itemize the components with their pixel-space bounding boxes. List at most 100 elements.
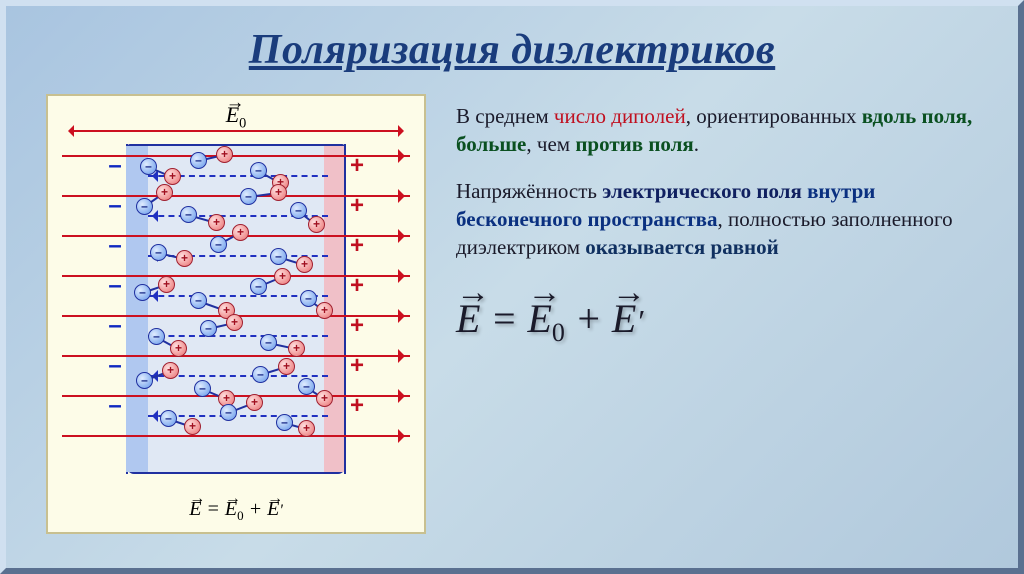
- hl-electric-field: электрического поля: [602, 179, 802, 203]
- negative-charge: –: [190, 292, 207, 309]
- negative-charge: –: [140, 158, 157, 175]
- plus-sign: +: [348, 194, 366, 218]
- minus-sign: –: [106, 154, 124, 178]
- dipole: –+: [208, 328, 209, 329]
- negative-charge: –: [190, 152, 207, 169]
- hl-equals: оказывается равной: [585, 235, 779, 259]
- negative-charge: –: [298, 378, 315, 395]
- negative-charge: –: [290, 202, 307, 219]
- slide: Поляризация диэлектриков E0 –+–+–+–+–+–+…: [0, 0, 1024, 574]
- paragraph-1: В среднем число диполей, ориентированных…: [456, 102, 978, 159]
- dipole: –+: [168, 418, 169, 419]
- positive-charge: +: [156, 184, 173, 201]
- text-column: В среднем число диполей, ориентированных…: [456, 94, 978, 534]
- dipole: –+: [202, 388, 203, 389]
- dipole: –+: [198, 160, 199, 161]
- positive-charge: +: [226, 314, 243, 331]
- diagram-formula: E = E0 + E': [48, 498, 424, 524]
- hl-dipoles: число диполей: [554, 104, 686, 128]
- dipole: –+: [298, 210, 299, 211]
- positive-charge: +: [288, 340, 305, 357]
- dipole: –+: [278, 256, 279, 257]
- hl-against-field: против поля: [575, 132, 693, 156]
- dimension-line: [72, 130, 400, 132]
- e0-sub: 0: [239, 115, 246, 131]
- positive-charge: +: [298, 420, 315, 437]
- minus-sign: –: [106, 274, 124, 298]
- positive-charge: +: [164, 168, 181, 185]
- positive-charge: +: [162, 362, 179, 379]
- negative-charge: –: [250, 278, 267, 295]
- dipole: –+: [188, 214, 189, 215]
- negative-charge: –: [180, 206, 197, 223]
- negative-charge: –: [240, 188, 257, 205]
- positive-charge: +: [316, 302, 333, 319]
- negative-charge: –: [220, 404, 237, 421]
- dipole: –+: [258, 170, 259, 171]
- negative-charge: –: [300, 290, 317, 307]
- positive-charge: +: [184, 418, 201, 435]
- negative-charge: –: [270, 248, 287, 265]
- negative-charge: –: [134, 284, 151, 301]
- negative-charge: –: [194, 380, 211, 397]
- negative-charge: –: [260, 334, 277, 351]
- positive-charge: +: [274, 268, 291, 285]
- plus-sign: +: [348, 154, 366, 178]
- plus-sign: +: [348, 234, 366, 258]
- positive-charge: +: [246, 394, 263, 411]
- negative-charge: –: [252, 366, 269, 383]
- positive-charge: +: [278, 358, 295, 375]
- slide-title: Поляризация диэлектриков: [46, 26, 978, 74]
- dipole: –+: [156, 336, 157, 337]
- positive-charge: +: [208, 214, 225, 231]
- dipole: –+: [258, 286, 259, 287]
- positive-charge: +: [308, 216, 325, 233]
- dipole: –+: [148, 166, 149, 167]
- negative-charge: –: [148, 328, 165, 345]
- dipole: –+: [284, 422, 285, 423]
- dipole: –+: [268, 342, 269, 343]
- negative-charge: –: [200, 320, 217, 337]
- plus-sign: +: [348, 394, 366, 418]
- negative-charge: –: [210, 236, 227, 253]
- positive-charge: +: [158, 276, 175, 293]
- positive-charge: +: [170, 340, 187, 357]
- dipole: –+: [144, 206, 145, 207]
- polarization-diagram: E0 –+–+–+–+–+–+–+ –+–+–+–+–+–+–+–+–+–+–+…: [46, 94, 426, 534]
- minus-sign: –: [106, 314, 124, 338]
- plus-sign: +: [348, 354, 366, 378]
- e0-sym: E: [226, 102, 239, 127]
- dipole: –+: [306, 386, 307, 387]
- negative-charge: –: [150, 244, 167, 261]
- plus-sign: +: [348, 274, 366, 298]
- positive-charge: +: [296, 256, 313, 273]
- negative-charge: –: [160, 410, 177, 427]
- dipole: –+: [248, 196, 249, 197]
- dipole: –+: [158, 252, 159, 253]
- paragraph-2: Напряжённость электрического поля внутри…: [456, 177, 978, 262]
- minus-sign: –: [106, 354, 124, 378]
- positive-charge: +: [232, 224, 249, 241]
- positive-charge: +: [176, 250, 193, 267]
- main-formula: E = E0 + E′: [456, 292, 978, 350]
- dipole: –+: [142, 292, 143, 293]
- dipole: –+: [144, 380, 145, 381]
- dipole: –+: [218, 244, 219, 245]
- positive-charge: +: [270, 184, 287, 201]
- e0-vector-label: E0: [48, 102, 424, 132]
- negative-charge: –: [136, 372, 153, 389]
- positive-charge: +: [216, 146, 233, 163]
- negative-charge: –: [250, 162, 267, 179]
- minus-sign: –: [106, 194, 124, 218]
- negative-charge: –: [136, 198, 153, 215]
- dipole: –+: [260, 374, 261, 375]
- minus-sign: –: [106, 394, 124, 418]
- plus-sign: +: [348, 314, 366, 338]
- negative-charge: –: [276, 414, 293, 431]
- dipole: –+: [228, 412, 229, 413]
- dipole: –+: [198, 300, 199, 301]
- dipole: –+: [308, 298, 309, 299]
- minus-sign: –: [106, 234, 124, 258]
- positive-charge: +: [316, 390, 333, 407]
- content-row: E0 –+–+–+–+–+–+–+ –+–+–+–+–+–+–+–+–+–+–+…: [46, 94, 978, 534]
